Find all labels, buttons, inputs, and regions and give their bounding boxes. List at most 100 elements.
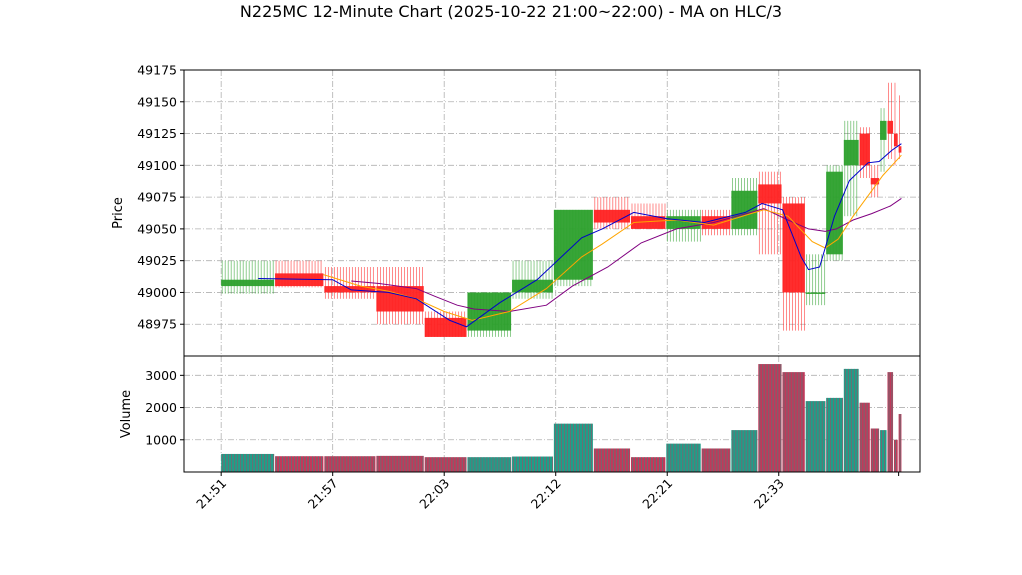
candle: [805, 254, 826, 306]
volume-bar: [553, 423, 593, 472]
volume-bar: [630, 457, 666, 472]
candle-body: [275, 273, 324, 287]
candle-body: [758, 184, 782, 204]
candle-body: [880, 120, 887, 140]
volume-bar-fill: [826, 397, 843, 472]
x-tick-label: 22:12: [528, 476, 564, 512]
candle: [859, 127, 870, 179]
volume-bar: [893, 439, 898, 472]
volume-tick-label: 2000: [145, 400, 177, 415]
volume-bar-fill: [782, 372, 805, 472]
volume-bar: [843, 368, 859, 472]
price-marks: [221, 82, 902, 337]
candle: [275, 260, 324, 288]
candle: [843, 120, 859, 217]
price-tick-label: 49175: [137, 63, 177, 78]
volume-bar: [376, 455, 424, 472]
volume-bar: [221, 453, 275, 472]
candle: [221, 260, 275, 294]
volume-bar: [870, 428, 880, 472]
volume-bar-fill: [376, 455, 424, 472]
candle: [553, 209, 593, 287]
candle: [376, 267, 424, 325]
candle-body: [593, 209, 631, 223]
x-tick-label: 22:21: [639, 476, 675, 512]
price-tick-label: 49150: [137, 94, 177, 109]
volume-bar-fill: [887, 372, 894, 472]
volume-bar-fill: [880, 430, 887, 472]
candle: [880, 108, 887, 172]
candle-body: [512, 279, 553, 293]
volume-bar: [512, 456, 553, 472]
candle: [893, 82, 898, 166]
candle: [424, 311, 467, 337]
price-axis-label: Price: [111, 197, 126, 229]
ma-mid-line: [323, 154, 902, 321]
candle-body: [424, 317, 467, 337]
volume-bar: [880, 430, 887, 472]
price-tick-label: 49000: [137, 285, 177, 300]
ma-fast-line: [258, 143, 902, 328]
volume-bar: [758, 364, 782, 472]
candle-body: [843, 139, 859, 166]
price-tick-label: 48975: [137, 317, 177, 332]
volume-bar: [859, 402, 870, 472]
candle-body: [859, 133, 870, 166]
volume-tick-label: 3000: [145, 368, 177, 383]
candle-body: [805, 292, 826, 294]
volume-bar-fill: [758, 364, 782, 472]
moving-average-lines: [258, 143, 902, 328]
volume-bar: [805, 401, 826, 472]
price-tick-label: 49025: [137, 253, 177, 268]
chart-title: N225MC 12-Minute Chart (2025-10-22 21:00…: [240, 2, 782, 21]
volume-bar: [467, 457, 512, 472]
ma-slow-line: [351, 197, 902, 313]
candle: [898, 95, 902, 159]
volume-bar-fill: [859, 402, 870, 472]
candle: [731, 178, 758, 236]
candle-body: [553, 209, 593, 280]
volume-bar: [782, 372, 805, 472]
candle-body: [731, 190, 758, 229]
candle: [887, 82, 894, 159]
x-tick-label: 21:51: [193, 476, 229, 512]
x-tick-label: 22:33: [751, 476, 787, 512]
volume-axis-label: Volume: [119, 390, 134, 438]
candle: [512, 260, 553, 299]
candle: [826, 165, 843, 261]
volume-bar-fill: [630, 457, 666, 472]
candle: [758, 171, 782, 255]
volume-bar-fill: [424, 457, 467, 472]
price-tick-label: 49050: [137, 221, 177, 236]
price-tick-label: 49100: [137, 158, 177, 173]
price-tick-label: 49125: [137, 126, 177, 141]
volume-bar-fill: [593, 448, 631, 472]
candle-body: [898, 146, 902, 153]
volume-bar: [424, 457, 467, 472]
volume-y-ticks: 1000 2000 3000: [145, 368, 184, 447]
x-tick-label: 22:03: [416, 476, 452, 512]
candle-body: [870, 178, 880, 185]
candle-body: [826, 171, 843, 255]
volume-bar-fill: [467, 457, 512, 472]
x-axis-ticks: 21:51 21:57 22:03 22:12 22:21 22:33: [193, 472, 900, 512]
volume-bar: [898, 414, 902, 472]
volume-bar: [275, 456, 324, 472]
candle-body: [887, 120, 894, 134]
volume-bar-fill: [275, 456, 324, 472]
volume-bar-fill: [221, 453, 275, 472]
volume-bar: [731, 430, 758, 472]
price-grid: [184, 69, 920, 356]
volume-plot-frame: [183, 355, 921, 473]
volume-tick-label: 1000: [145, 432, 177, 447]
candle-body: [701, 216, 731, 229]
volume-bar-fill: [666, 443, 701, 472]
candle-body: [893, 133, 898, 147]
price-plot-frame: [183, 69, 921, 357]
candle: [467, 292, 512, 337]
volume-bar: [593, 448, 631, 472]
candle-body: [630, 216, 666, 229]
volume-bar: [826, 397, 844, 472]
volume-bars: [221, 364, 902, 472]
